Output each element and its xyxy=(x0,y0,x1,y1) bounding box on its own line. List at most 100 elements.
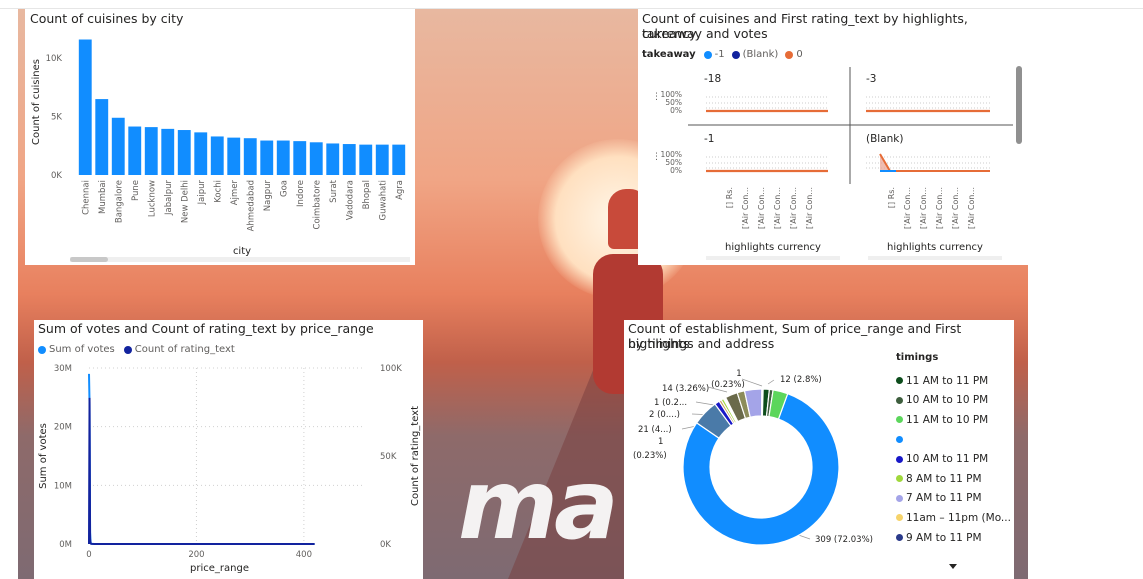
x-tick-label: Jabalpur xyxy=(164,180,174,216)
legend-item[interactable]: 11am – 11pm (Mo... xyxy=(896,508,1016,528)
x-tick-label: ['Air Con... xyxy=(773,187,782,229)
legend-title: timings xyxy=(896,352,939,363)
x-tick-label: ['Air Con... xyxy=(967,187,976,229)
legend-dot xyxy=(896,377,903,385)
x-tick-label: Kochi xyxy=(213,180,223,203)
votes-by-price-range-visual[interactable]: Sum of votes and Count of rating_text by… xyxy=(34,320,423,579)
legend-item[interactable]: (Blank) xyxy=(742,49,779,60)
legend-item[interactable]: 7 AM to 11 PM xyxy=(896,489,1016,509)
legend-item[interactable] xyxy=(896,430,1016,450)
votes-legend: Sum of votes Count of rating_text xyxy=(38,344,235,355)
bar xyxy=(161,128,175,175)
legend-item[interactable]: Sum of votes xyxy=(49,344,115,355)
data-label: 309 (72.03%) xyxy=(815,535,873,545)
x-tick-label: Goa xyxy=(279,180,289,197)
data-label: 1 xyxy=(736,369,741,379)
takeaway-legend: takeaway -1 (Blank) 0 xyxy=(642,49,803,60)
bar xyxy=(260,140,274,175)
legend-dot xyxy=(785,50,794,59)
x-tick-label: ['Air Con... xyxy=(757,187,766,229)
x-ticks-right: [] Rs. ['Air Con... ['Air Con... ['Air Con.… xyxy=(887,187,976,229)
visual-title-line1: Count of cuisines and First rating_text … xyxy=(642,11,968,41)
visual-title: Sum of votes and Count of rating_text by… xyxy=(38,321,374,336)
legend-dot xyxy=(896,455,903,463)
bar xyxy=(177,130,191,175)
y-right-tick: 50K xyxy=(380,452,397,462)
legend-dot xyxy=(896,396,903,404)
series-count-of-rating-text xyxy=(88,397,315,545)
background-logo-text: ma xyxy=(458,449,619,561)
legend-item[interactable]: 9 AM to 11 PM xyxy=(896,528,1016,548)
data-label: 12 (2.8%) xyxy=(780,375,822,385)
data-label: 14 (3.26%) xyxy=(662,384,709,394)
x-tick-label: Nagpur xyxy=(263,180,273,212)
panel-label: (Blank) xyxy=(866,133,903,145)
legend-item[interactable]: 0 xyxy=(796,49,803,60)
bar xyxy=(194,132,208,175)
legend-item[interactable]: 10 AM to 10 PM xyxy=(896,391,1016,411)
x-ticks-left: [] Rs. ['Air Con... ['Air Con... ['Air Con.… xyxy=(725,187,814,229)
bar xyxy=(210,136,224,175)
x-tick-label: ['Air Con... xyxy=(919,187,928,229)
legend-rows: 11 AM to 11 PM 10 AM to 10 PM 11 AM to 10 … xyxy=(896,371,1016,547)
bar xyxy=(227,137,241,175)
y-axis-label: Count of cuisines xyxy=(31,59,42,145)
small-multiples-chart: -18 -3 -1 (Blank) ⋮ ⋮ 100% 50% 0% 100% 5… xyxy=(652,67,1013,260)
data-label: 1 (0.2... xyxy=(654,398,687,408)
x-tick-label: ['Air Con... xyxy=(903,187,912,229)
horizontal-scrollbar[interactable] xyxy=(70,257,410,262)
x-tick-label: ['Air Con... xyxy=(789,187,798,229)
legend-label: 10 AM to 10 PM xyxy=(906,394,989,407)
x-tick-label: [] Rs. xyxy=(887,187,896,208)
y-tick: 100% xyxy=(661,90,682,99)
legend-item[interactable]: -1 xyxy=(714,49,725,60)
x-tick-label: 200 xyxy=(188,550,204,560)
visual-title-line2: takeaway and votes xyxy=(642,26,768,41)
x-tick-label: Ahmedabad xyxy=(246,180,256,231)
x-tick-label: Agra xyxy=(395,180,405,200)
legend-item[interactable]: 11 AM to 10 PM xyxy=(896,410,1016,430)
y-left-tick: 0M xyxy=(59,540,72,550)
cuisines-by-city-visual[interactable]: Count of cuisines by city 0K 5K 10K Count o… xyxy=(25,9,415,265)
legend-dot xyxy=(703,50,712,59)
legend-item[interactable]: 8 AM to 11 PM xyxy=(896,469,1016,489)
x-tick-label: Pune xyxy=(131,180,141,201)
y-tick: 0% xyxy=(670,166,682,175)
legend-label: 8 AM to 11 PM xyxy=(906,472,982,485)
x-axis-label: city xyxy=(233,246,251,257)
bar xyxy=(276,140,290,175)
legend-item[interactable]: 10 AM to 11 PM xyxy=(896,449,1016,469)
y-left-tick: 10M xyxy=(54,481,72,491)
bar xyxy=(392,144,406,175)
legend-label: 11 AM to 10 PM xyxy=(906,413,989,426)
legend-title: takeaway xyxy=(642,49,696,60)
bar xyxy=(309,142,323,175)
bar xyxy=(128,126,142,175)
x-tick-label: Chennai xyxy=(81,180,91,215)
bar xyxy=(293,141,307,175)
data-label: 2 (0....) xyxy=(649,410,680,420)
scrollbar-thumb[interactable] xyxy=(70,257,108,262)
x-tick-label: Coimbatore xyxy=(312,180,322,229)
legend-dot xyxy=(731,50,740,59)
legend-dot xyxy=(123,345,132,354)
x-tick-label: 400 xyxy=(296,550,312,560)
bar xyxy=(78,39,92,176)
chevron-down-icon[interactable] xyxy=(949,564,957,569)
panel-label: -3 xyxy=(866,73,876,85)
x-tick-label: Ajmer xyxy=(230,180,240,206)
y-right-axis-label: Count of rating_text xyxy=(410,406,421,506)
legend-dot xyxy=(896,534,903,542)
y-tick-label: 10K xyxy=(46,54,63,64)
legend-item[interactable]: Count of rating_text xyxy=(134,344,235,355)
y-tick: 50% xyxy=(665,158,682,167)
x-tick-label: ['Air Con... xyxy=(935,187,944,229)
legend-item[interactable]: 11 AM to 11 PM xyxy=(896,371,1016,391)
legend-dot xyxy=(896,475,903,483)
vertical-scrollbar-thumb[interactable] xyxy=(1016,66,1022,144)
highlights-visual[interactable]: Count of cuisines and First rating_text … xyxy=(638,9,1028,265)
bar xyxy=(359,144,373,175)
timings-donut-visual[interactable]: Count of establishment, Sum of price_ran… xyxy=(624,320,1014,579)
panel-label: -18 xyxy=(704,73,721,85)
y-tick-label: 5K xyxy=(51,113,62,123)
